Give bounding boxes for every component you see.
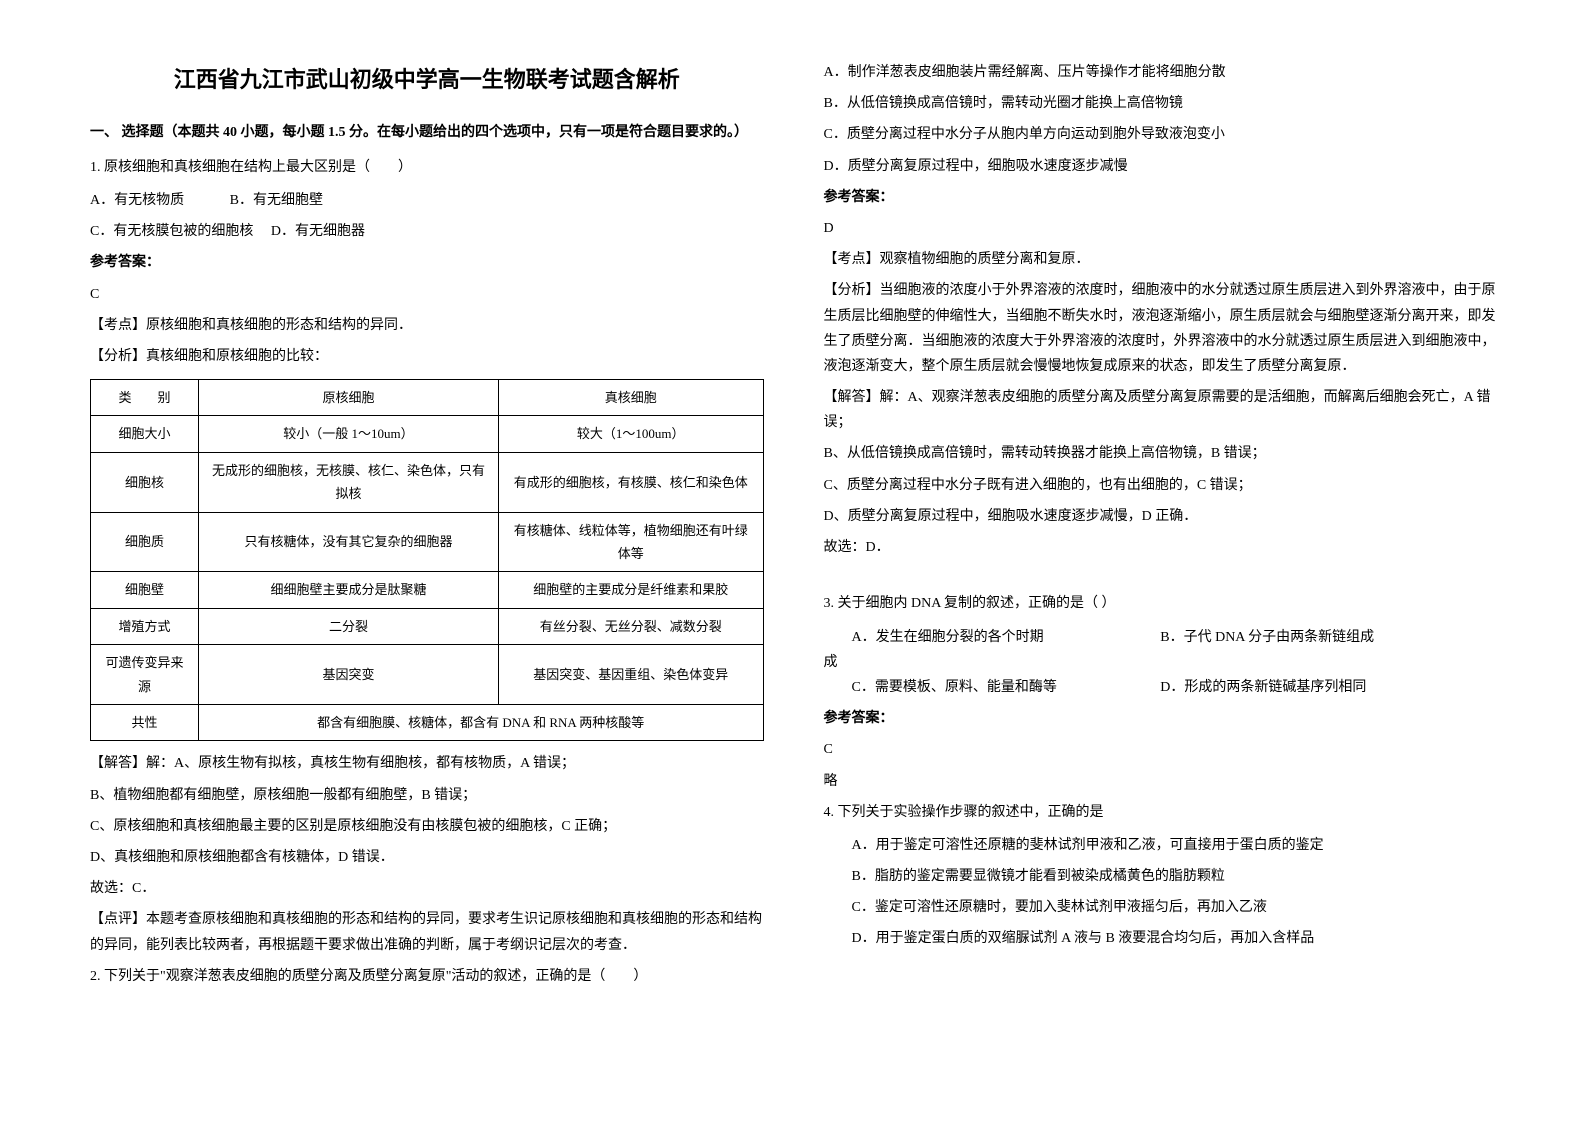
q1-answer-label: 参考答案： — [90, 250, 764, 275]
q3-optA: A．发生在细胞分裂的各个时期 — [824, 625, 1161, 650]
q2-stem: 2. 下列关于"观察洋葱表皮细胞的质壁分离及质壁分离复原"活动的叙述，正确的是（… — [90, 964, 764, 989]
r0c2: 较大（1～100um） — [498, 416, 763, 452]
q2-exp6: D、质壁分离复原过程中，细胞吸水速度逐步减慢，D 正确． — [824, 504, 1498, 529]
r0c0: 细胞大小 — [91, 416, 199, 452]
r1c2: 有成形的细胞核，有核膜、核仁和染色体 — [498, 452, 763, 512]
r5c2: 基因突变、基因重组、染色体变异 — [498, 645, 763, 705]
r1c1: 无成形的细胞核，无核膜、核仁、染色体，只有拟核 — [198, 452, 498, 512]
q2-optB: B．从低倍镜换成高倍镜时，需转动光圈才能换上高倍物镜 — [824, 91, 1498, 116]
q1-optA: A．有无核物质 — [90, 193, 184, 208]
q1-options-row1: A．有无核物质 B．有无细胞壁 — [90, 188, 764, 213]
r3c0: 细胞壁 — [91, 572, 199, 608]
r6c0: 共性 — [91, 705, 199, 741]
q2-optD: D．质壁分离复原过程中，细胞吸水速度逐步减慢 — [824, 154, 1498, 179]
th-1: 原核细胞 — [198, 380, 498, 416]
r4c1: 二分裂 — [198, 608, 498, 644]
q2-exp7: 故选：D． — [824, 535, 1498, 560]
q2-exp2: 【分析】当细胞液的浓度小于外界溶液的浓度时，细胞液中的水分就透过原生质层进入到外… — [824, 278, 1498, 379]
th-2: 真核细胞 — [498, 380, 763, 416]
q1-exp2: 【分析】真核细胞和原核细胞的比较： — [90, 344, 764, 369]
r4c0: 增殖方式 — [91, 608, 199, 644]
q3-answer-label: 参考答案： — [824, 706, 1498, 731]
q3-optB: B．子代 DNA 分子由两条新链组成 — [1160, 625, 1497, 650]
q1-answer: C — [90, 282, 764, 307]
q3-optB-cont: 成 — [824, 650, 1498, 675]
r5c1: 基因突变 — [198, 645, 498, 705]
q2-exp1: 【考点】观察植物细胞的质壁分离和复原． — [824, 247, 1498, 272]
q2-exp4: B、从低倍镜换成高倍镜时，需转动转换器才能换上高倍物镜，B 错误； — [824, 441, 1498, 466]
r3c1: 细细胞壁主要成分是肽聚糖 — [198, 572, 498, 608]
q4-optA: A．用于鉴定可溶性还原糖的斐林试剂甲液和乙液，可直接用于蛋白质的鉴定 — [824, 833, 1498, 858]
q3-optD: D．形成的两条新链碱基序列相同 — [1160, 675, 1497, 700]
q1-exp6: D、真核细胞和原核细胞都含有核糖体，D 错误． — [90, 845, 764, 870]
q2-optC: C．质壁分离过程中水分子从胞内单方向运动到胞外导致液泡变小 — [824, 122, 1498, 147]
r2c1: 只有核糖体，没有其它复杂的细胞器 — [198, 512, 498, 572]
r4c2: 有丝分裂、无丝分裂、减数分裂 — [498, 608, 763, 644]
q3-optC: C．需要模板、原料、能量和酶等 — [824, 675, 1161, 700]
q1-exp4: B、植物细胞都有细胞壁，原核细胞一般都有细胞壁，B 错误； — [90, 783, 764, 808]
section-header: 一、 选择题（本题共 40 小题，每小题 1.5 分。在每小题给出的四个选项中，… — [90, 120, 764, 145]
q1-optC: C．有无核膜包被的细胞核 — [90, 224, 253, 239]
r0c1: 较小（一般 1～10um） — [198, 416, 498, 452]
q2-optA: A．制作洋葱表皮细胞装片需经解离、压片等操作才能将细胞分散 — [824, 60, 1498, 85]
q3-answer: C — [824, 737, 1498, 762]
r6c1: 都含有细胞膜、核糖体，都含有 DNA 和 RNA 两种核酸等 — [198, 705, 763, 741]
q3-stem: 3. 关于细胞内 DNA 复制的叙述，正确的是（ ） — [824, 591, 1498, 616]
q2-exp5: C、质壁分离过程中水分子既有进入细胞的，也有出细胞的，C 错误； — [824, 473, 1498, 498]
q1-optB: B．有无细胞壁 — [230, 193, 323, 208]
q2-answer-label: 参考答案： — [824, 185, 1498, 210]
r5c0: 可遗传变异来源 — [91, 645, 199, 705]
r2c2: 有核糖体、线粒体等，植物细胞还有叶绿体等 — [498, 512, 763, 572]
r2c0: 细胞质 — [91, 512, 199, 572]
q1-exp1: 【考点】原核细胞和真核细胞的形态和结构的异同． — [90, 313, 764, 338]
q4-optC: C．鉴定可溶性还原糖时，要加入斐林试剂甲液摇匀后，再加入乙液 — [824, 895, 1498, 920]
r1c0: 细胞核 — [91, 452, 199, 512]
q1-exp7: 故选：C． — [90, 876, 764, 901]
q4-stem: 4. 下列关于实验操作步骤的叙述中，正确的是 — [824, 800, 1498, 825]
q3-exp1: 略 — [824, 769, 1498, 794]
q1-exp5: C、原核细胞和真核细胞最主要的区别是原核细胞没有由核膜包被的细胞核，C 正确； — [90, 814, 764, 839]
q2-answer: D — [824, 216, 1498, 241]
q1-exp3: 【解答】解：A、原核生物有拟核，真核生物有细胞核，都有核物质，A 错误； — [90, 751, 764, 776]
q1-options-row2: C．有无核膜包被的细胞核 D．有无细胞器 — [90, 219, 764, 244]
th-0: 类 别 — [91, 380, 199, 416]
q1-stem: 1. 原核细胞和真核细胞在结构上最大区别是（ ） — [90, 155, 764, 180]
q1-optD: D．有无细胞器 — [271, 224, 365, 239]
comparison-table: 类 别 原核细胞 真核细胞 细胞大小 较小（一般 1～10um） 较大（1～10… — [90, 379, 764, 741]
q2-exp3: 【解答】解：A、观察洋葱表皮细胞的质壁分离及质壁分离复原需要的是活细胞，而解离后… — [824, 385, 1498, 435]
q1-exp8: 【点评】本题考查原核细胞和真核细胞的形态和结构的异同，要求考生识记原核细胞和真核… — [90, 907, 764, 957]
page-title: 江西省九江市武山初级中学高一生物联考试题含解析 — [90, 60, 764, 100]
q4-optD: D．用于鉴定蛋白质的双缩脲试剂 A 液与 B 液要混合均匀后，再加入含样品 — [824, 926, 1498, 951]
q4-optB: B．脂肪的鉴定需要显微镜才能看到被染成橘黄色的脂肪颗粒 — [824, 864, 1498, 889]
r3c2: 细胞壁的主要成分是纤维素和果胶 — [498, 572, 763, 608]
